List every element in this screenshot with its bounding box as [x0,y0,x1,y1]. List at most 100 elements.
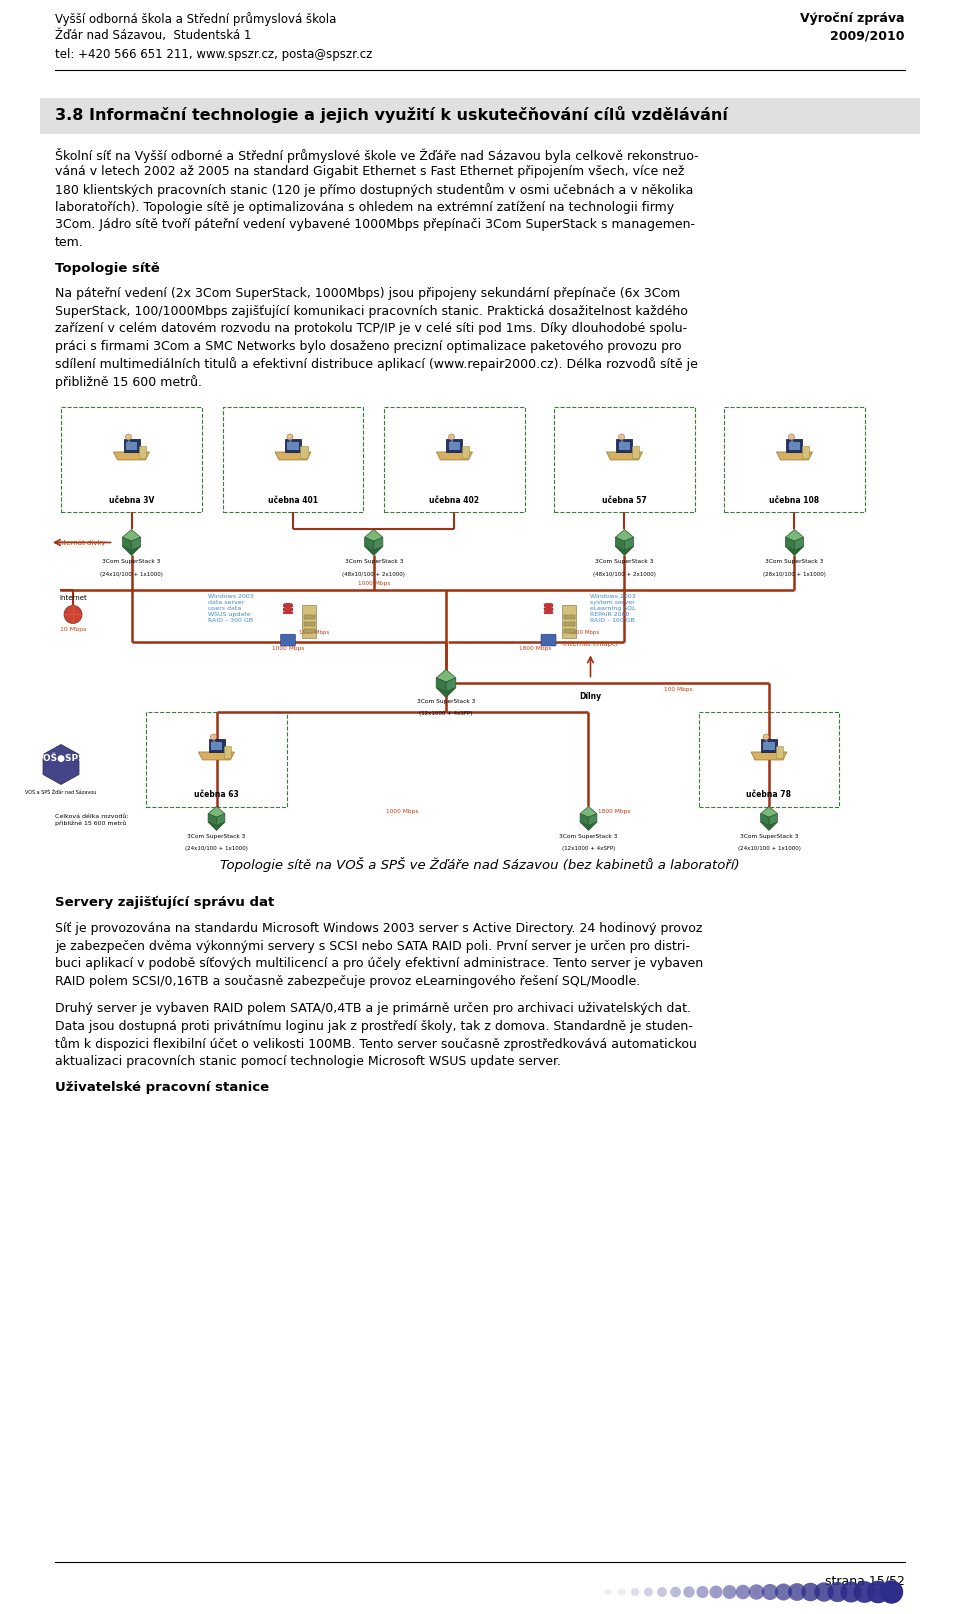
Circle shape [788,1583,805,1601]
Text: RAID polem SCSI/0,16TB a současně zabezpečuje provoz eLearningového řešení SQL/M: RAID polem SCSI/0,16TB a současně zabezp… [55,975,640,988]
FancyBboxPatch shape [285,439,301,452]
Text: VOŠ a SPŠ Žďár nad Sázavou: VOŠ a SPŠ Žďár nad Sázavou [25,789,97,794]
Text: učebna 402: učebna 402 [429,497,479,505]
Text: buci aplikací v podobě síťových multilicencí a pro účely efektivní administrace.: buci aplikací v podobě síťových multilic… [55,957,703,970]
Circle shape [841,1582,861,1603]
Circle shape [867,1580,889,1603]
FancyBboxPatch shape [541,634,556,646]
FancyBboxPatch shape [283,605,293,607]
FancyBboxPatch shape [776,746,783,759]
Polygon shape [126,441,132,445]
Text: 3Com SuperStack 3: 3Com SuperStack 3 [740,834,798,839]
Text: Topologie sítě: Topologie sítě [55,261,159,274]
Circle shape [802,1583,820,1601]
Polygon shape [751,752,787,760]
FancyBboxPatch shape [544,612,553,615]
Text: 180 klientských pracovních stanic (120 je přímo dostupných studentům v osmi učeb: 180 klientských pracovních stanic (120 j… [55,182,693,197]
Text: VOŠ●SPŠ: VOŠ●SPŠ [36,754,85,763]
FancyBboxPatch shape [446,439,463,452]
FancyBboxPatch shape [280,634,296,646]
FancyBboxPatch shape [449,442,460,450]
Bar [554,407,695,513]
Text: Celková délka rozvodů:
přibližně 15 600 metrů: Celková délka rozvodů: přibližně 15 600 … [55,815,129,826]
Text: 3.8 Informační technologie a jejich využití k uskutečňování cílů vzdělávání: 3.8 Informační technologie a jejich využ… [55,107,728,123]
Text: tům k dispozici flexibilní účet o velikosti 100MB. Tento server současně zprostř: tům k dispozici flexibilní účet o veliko… [55,1038,697,1051]
Polygon shape [437,452,472,460]
Text: strana 15/52: strana 15/52 [826,1575,905,1588]
Circle shape [853,1582,876,1603]
Circle shape [657,1587,667,1596]
Polygon shape [777,452,812,460]
Text: Vyšší odborná škola a Střední průmyslová škola: Vyšší odborná škola a Střední průmyslová… [55,11,336,26]
Text: 1800 Mbps: 1800 Mbps [598,810,631,815]
Polygon shape [123,547,140,555]
Text: SuperStack, 100/1000Mbps zajišťující komunikaci pracovních stanic. Praktická dos: SuperStack, 100/1000Mbps zajišťující kom… [55,305,688,318]
Polygon shape [448,441,455,445]
Circle shape [828,1582,848,1603]
Polygon shape [785,547,804,555]
Text: 1000 Mbps: 1000 Mbps [273,647,305,652]
Circle shape [749,1585,764,1599]
Circle shape [879,1580,903,1604]
Polygon shape [275,452,311,460]
Text: 10 Mbps: 10 Mbps [60,628,86,633]
Polygon shape [113,452,150,460]
FancyBboxPatch shape [564,629,575,633]
Text: Windows 2003
system server
eLearning SQL
REPAIR 2000
RAID – 160 GB: Windows 2003 system server eLearning SQL… [590,594,636,623]
Polygon shape [436,688,456,697]
Text: (48x10/100 + 2x1000): (48x10/100 + 2x1000) [593,573,656,578]
Polygon shape [769,813,778,826]
Text: Topologie sítě na VOŠ a SPŠ ve Žďáře nad Sázavou (bez kabinetů a laboratoří): Topologie sítě na VOŠ a SPŠ ve Žďáře nad… [220,857,740,873]
Text: 3Com SuperStack 3: 3Com SuperStack 3 [103,560,160,565]
Polygon shape [580,807,597,817]
Text: učebna 63: učebna 63 [194,791,239,799]
Ellipse shape [283,612,293,613]
Polygon shape [365,537,373,550]
Text: (12x1000 + 4xSFP): (12x1000 + 4xSFP) [562,846,615,852]
FancyBboxPatch shape [287,442,299,450]
FancyBboxPatch shape [802,447,809,458]
FancyBboxPatch shape [211,742,222,749]
FancyBboxPatch shape [786,439,803,452]
Text: Uživatelské pracovní stanice: Uživatelské pracovní stanice [55,1081,269,1094]
Bar [61,407,202,513]
Circle shape [723,1585,736,1599]
Bar [699,712,839,807]
Text: 1000 Mbps: 1000 Mbps [386,810,419,815]
FancyBboxPatch shape [544,608,553,610]
Polygon shape [760,822,778,831]
Circle shape [631,1588,639,1596]
Polygon shape [795,537,804,550]
Polygon shape [760,813,769,826]
FancyBboxPatch shape [303,615,315,620]
Polygon shape [123,529,140,541]
Text: 1800 Mbps: 1800 Mbps [519,647,551,652]
Circle shape [684,1587,695,1598]
Text: (24x10/100 + 1x1000): (24x10/100 + 1x1000) [100,573,163,578]
Text: 100 Mbps: 100 Mbps [664,688,693,692]
FancyBboxPatch shape [224,746,231,759]
Text: Internát dívky: Internát dívky [57,539,106,546]
Text: zařízení v celém datovém rozvodu na protokolu TCP/IP je v celé síti pod 1ms. Dík: zařízení v celém datovém rozvodu na prot… [55,323,687,336]
FancyBboxPatch shape [564,615,575,620]
FancyBboxPatch shape [126,442,137,450]
Text: Školní síť na Vyšší odborné a Střední průmyslové škole ve Žďáře nad Sázavou byla: Školní síť na Vyšší odborné a Střední pr… [55,148,699,163]
Polygon shape [210,739,218,746]
Text: Servery zajišťující správu dat: Servery zajišťující správu dat [55,896,275,909]
Text: Internát chlapci: Internát chlapci [564,641,618,647]
Bar [725,407,865,513]
Text: 1000 Mbps: 1000 Mbps [299,629,329,634]
FancyBboxPatch shape [761,739,777,752]
Polygon shape [373,537,383,550]
Polygon shape [785,537,795,550]
Polygon shape [436,678,446,692]
Text: učebna 108: učebna 108 [769,497,820,505]
Circle shape [763,734,769,739]
FancyBboxPatch shape [619,442,630,450]
Circle shape [696,1587,708,1598]
FancyBboxPatch shape [789,442,800,450]
Text: (24x10/100 + 1x1000): (24x10/100 + 1x1000) [737,846,801,852]
Text: (12x1000 + 4xSFP): (12x1000 + 4xSFP) [420,712,472,717]
Circle shape [762,1583,779,1599]
Ellipse shape [283,607,293,610]
